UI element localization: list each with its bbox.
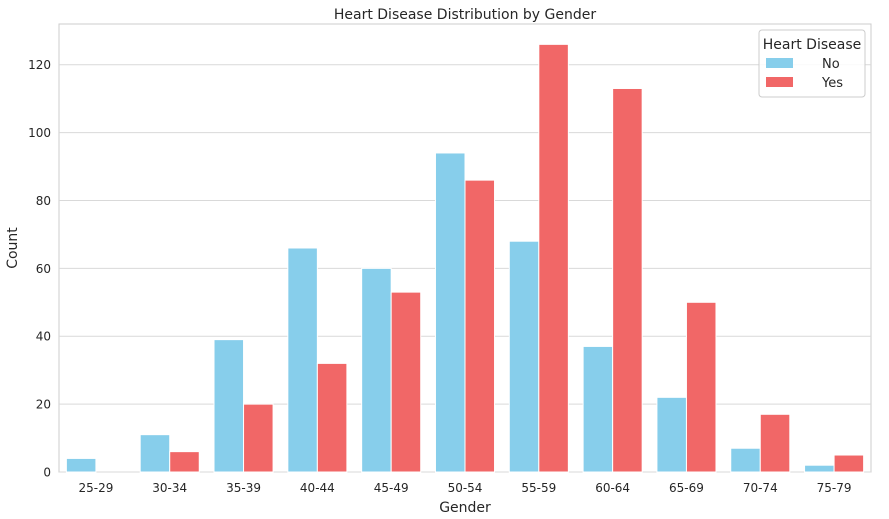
y-tick-label: 40 [36, 330, 51, 344]
bar-no-45-49 [361, 267, 392, 473]
y-tick-label: 60 [36, 262, 51, 276]
bar-no-35-39 [213, 339, 245, 473]
bar-no-60-64 [582, 345, 614, 473]
legend-label-no: No [822, 57, 840, 72]
x-tick-label: 25-29 [78, 481, 113, 495]
x-tick-label: 65-69 [669, 481, 704, 495]
x-tick-label: 40-44 [300, 481, 335, 495]
y-tick-label: 120 [28, 58, 51, 72]
y-tick-labels: 0 20 40 60 80 100 120 [28, 58, 51, 479]
chart-title: Heart Disease Distribution by Gender [334, 7, 597, 23]
legend-swatch-yes [766, 77, 793, 87]
legend-swatch-no [766, 58, 793, 68]
bar-no-25-29 [65, 457, 97, 473]
y-axis-label: Count [5, 227, 21, 269]
x-tick-labels: 25-29 30-34 35-39 40-44 45-49 50-54 55-59 60-64… [78, 481, 851, 495]
x-tick-label: 60-64 [595, 481, 630, 495]
bar-yes-30-34 [169, 451, 200, 473]
legend: Heart Disease No Yes [758, 29, 866, 98]
bar-yes-45-49 [390, 291, 422, 473]
bar-no-75-79 [804, 464, 835, 473]
x-tick-label: 75-79 [817, 481, 852, 495]
bar-no-50-54 [434, 152, 466, 473]
x-tick-label: 35-39 [226, 481, 261, 495]
bar-yes-60-64 [612, 87, 643, 473]
x-tick-label: 30-34 [152, 481, 187, 495]
bar-no-30-34 [139, 434, 171, 473]
y-tick-label: 0 [43, 466, 51, 480]
y-tick-label: 80 [36, 194, 51, 208]
bar-no-55-59 [508, 240, 540, 473]
bar-yes-40-44 [316, 362, 348, 473]
bar-yes-70-74 [759, 413, 791, 473]
bar-yes-35-39 [243, 403, 274, 473]
legend-label-yes: Yes [821, 76, 843, 91]
x-axis-label: Gender [439, 500, 491, 516]
y-tick-label: 20 [36, 398, 51, 412]
bar-yes-55-59 [538, 43, 569, 473]
x-tick-label: 55-59 [521, 481, 556, 495]
bar-no-65-69 [656, 396, 687, 473]
bar-no-70-74 [730, 447, 761, 473]
x-tick-label: 50-54 [448, 481, 483, 495]
bars [65, 43, 865, 473]
x-tick-label: 70-74 [743, 481, 778, 495]
bar-yes-75-79 [833, 454, 865, 473]
bar-no-40-44 [287, 247, 318, 473]
x-tick-label: 45-49 [374, 481, 409, 495]
y-tick-label: 100 [28, 126, 51, 140]
legend-title: Heart Disease [763, 37, 861, 53]
bar-yes-50-54 [464, 179, 496, 473]
bar-yes-65-69 [685, 301, 717, 473]
